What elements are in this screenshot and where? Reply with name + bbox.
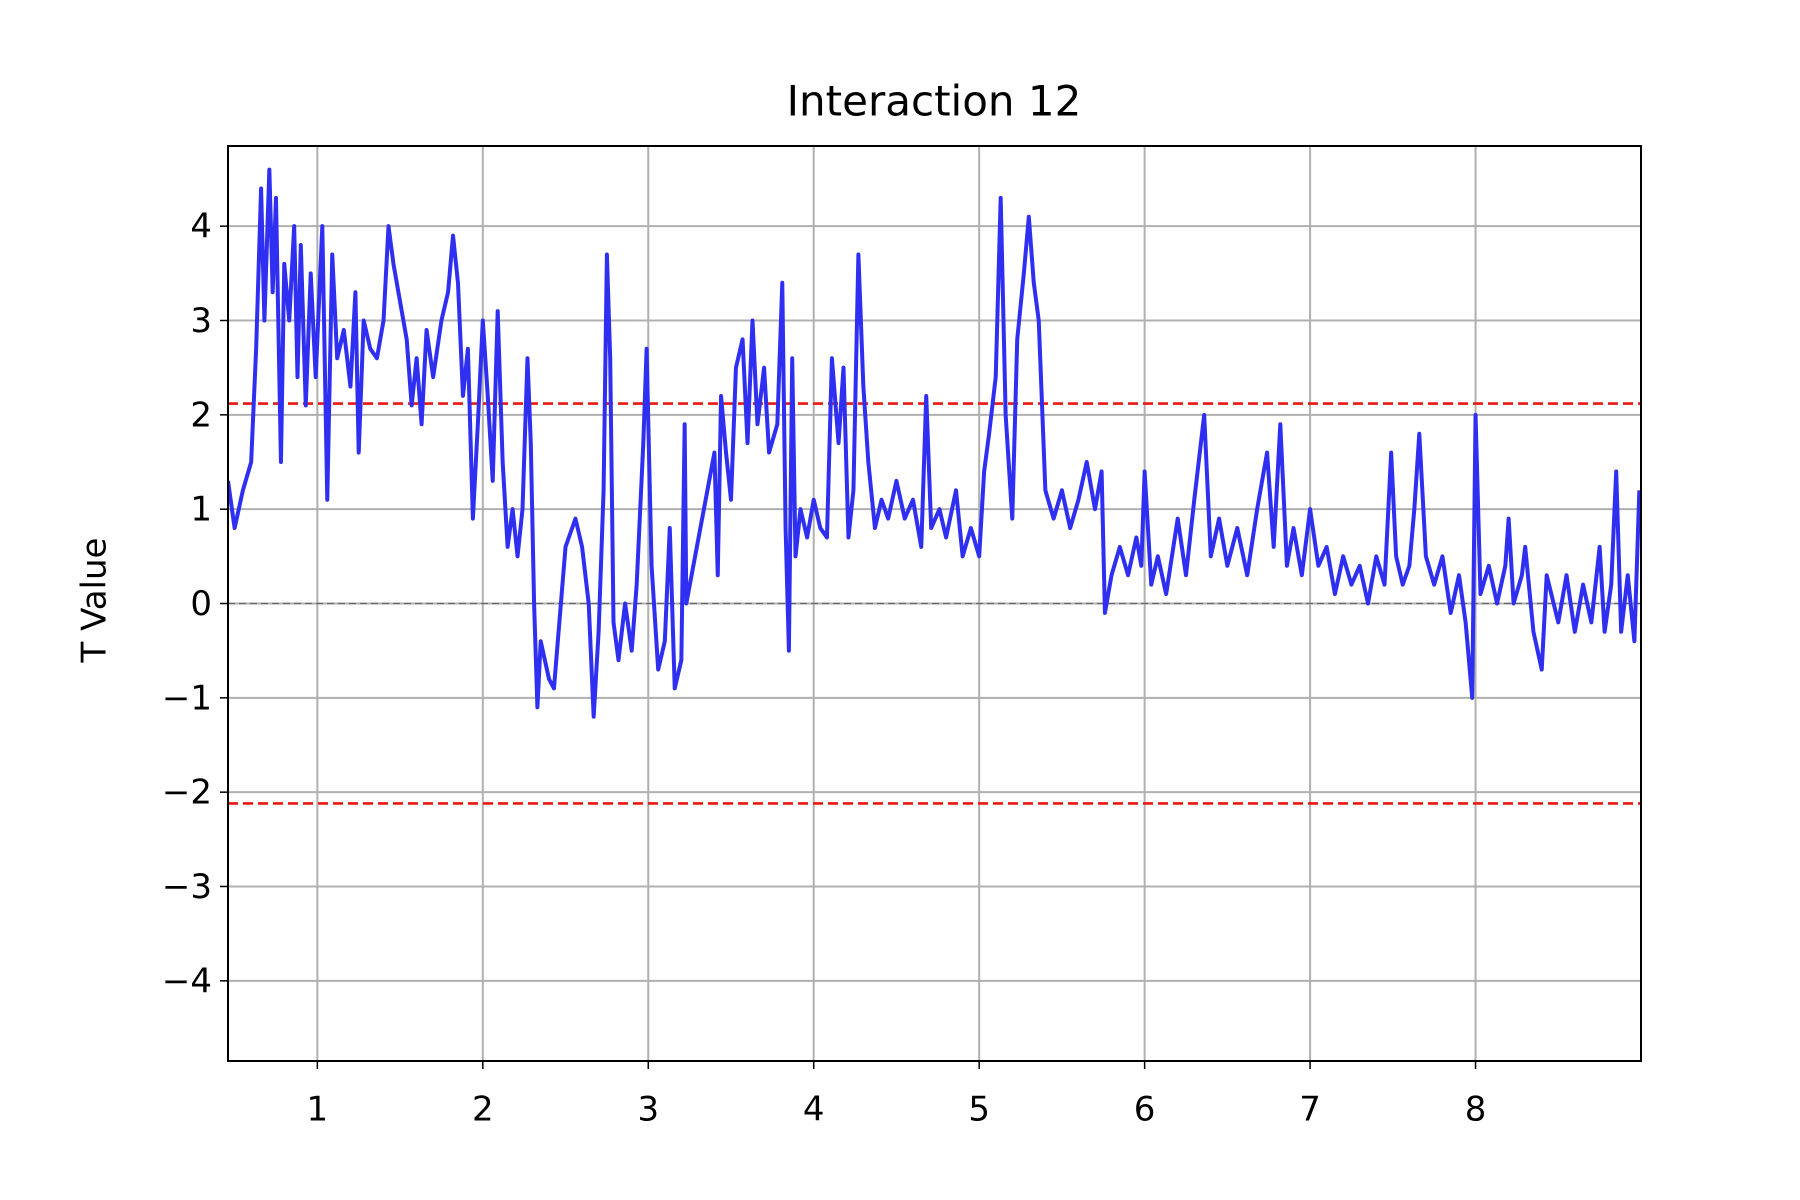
x-tick-label: 3 — [637, 1090, 659, 1130]
plot-frame — [227, 145, 1642, 1062]
y-tick-label: −3 — [162, 867, 212, 907]
y-tick-label: 2 — [190, 395, 212, 435]
y-tick-label: 3 — [190, 301, 212, 341]
x-tick-label: 6 — [1134, 1090, 1156, 1130]
x-tick-label: 5 — [968, 1090, 990, 1130]
chart-title: Interaction 12 — [787, 77, 1082, 126]
x-tick-label: 4 — [803, 1090, 825, 1130]
y-tick-label: 4 — [190, 207, 212, 247]
y-tick-label: 1 — [190, 490, 212, 530]
y-tick-label: −1 — [162, 678, 212, 718]
y-tick-label: −2 — [162, 773, 212, 813]
y-tick-label: 0 — [190, 584, 212, 624]
data-line — [228, 167, 1641, 719]
x-tick-label: 7 — [1299, 1090, 1321, 1130]
x-tick-label: 8 — [1465, 1090, 1487, 1130]
y-axis-label: T Value — [75, 538, 115, 664]
plot-area: 1 2 3 4 5 6 7 8 −4 −3 −2 −1 0 1 2 3 4 — [162, 145, 1642, 1130]
x-tick-label: 1 — [307, 1090, 329, 1130]
x-tick-label: 2 — [472, 1090, 494, 1130]
y-tick-label: −4 — [162, 961, 212, 1001]
